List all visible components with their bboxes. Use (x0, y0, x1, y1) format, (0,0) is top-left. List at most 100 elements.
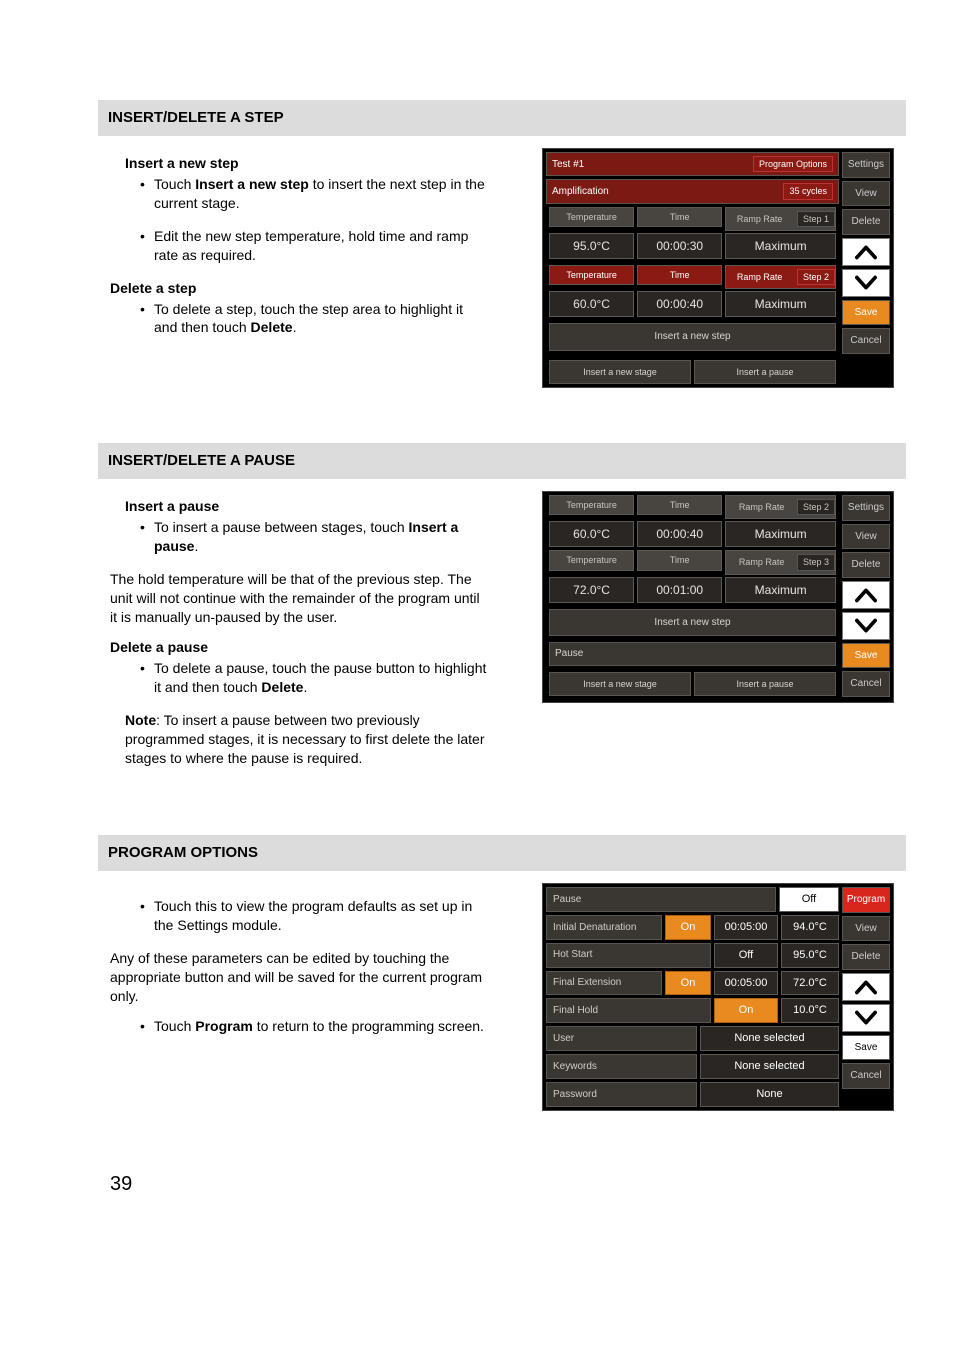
opt-label-password: Password (546, 1082, 697, 1107)
program-button[interactable]: Program (842, 887, 890, 913)
device-screenshot-pause: Temperature Time Ramp Rate Step 2 60.0°C… (542, 491, 894, 703)
settings-button[interactable]: Settings (842, 152, 890, 178)
col-header-time: Time (637, 265, 722, 285)
section-title: INSERT/DELETE A STEP (98, 100, 906, 136)
view-button[interactable]: View (842, 181, 890, 207)
up-arrow-button[interactable] (842, 581, 890, 609)
opt-temp[interactable]: 95.0°C (781, 943, 839, 968)
time-value[interactable]: 00:00:40 (637, 291, 722, 317)
opt-label-finalext: Final Extension (546, 971, 662, 996)
section-title: PROGRAM OPTIONS (98, 835, 906, 871)
ramp-value[interactable]: Maximum (725, 233, 836, 259)
opt-state-on[interactable]: On (665, 915, 711, 940)
time-value[interactable]: 00:00:30 (637, 233, 722, 259)
ramp-value[interactable]: Maximum (725, 521, 836, 547)
opt-time[interactable]: 00:05:00 (714, 971, 778, 996)
opt-temp[interactable]: 72.0°C (781, 971, 839, 996)
down-arrow-button[interactable] (842, 1004, 890, 1032)
save-button[interactable]: Save (842, 300, 890, 326)
col-header-time: Time (637, 550, 722, 570)
opt-keywords-value[interactable]: None selected (700, 1054, 839, 1079)
col-header-temp: Temperature (549, 207, 634, 227)
opt-password-value[interactable]: None (700, 1082, 839, 1107)
up-arrow-button[interactable] (842, 238, 890, 266)
cancel-button[interactable]: Cancel (842, 328, 890, 354)
insert-step-button[interactable]: Insert a new step (549, 609, 836, 637)
opt-label-pause: Pause (546, 887, 776, 912)
step-tag: Step 2 (797, 499, 835, 515)
section-insert-delete-pause: INSERT/DELETE A PAUSE Insert a pause To … (110, 443, 894, 780)
col-header-time: Time (637, 495, 722, 515)
list-item: To delete a step, touch the step area to… (140, 300, 487, 338)
stage-name: Amplification 35 cycles (546, 179, 839, 203)
view-button[interactable]: View (842, 524, 890, 550)
view-button[interactable]: View (842, 916, 890, 942)
paragraph: The hold temperature will be that of the… (110, 570, 487, 627)
list-item: To delete a pause, touch the pause butto… (140, 659, 487, 697)
delete-button[interactable]: Delete (842, 209, 890, 235)
time-value[interactable]: 00:01:00 (637, 577, 722, 603)
opt-pause-value[interactable]: Off (779, 887, 839, 912)
col-header-ramp: Ramp Rate Step 2 (725, 495, 836, 519)
list-item: Touch Program to return to the programmi… (140, 1017, 487, 1036)
insert-stage-button[interactable]: Insert a new stage (549, 360, 691, 384)
step-tag: Step 1 (797, 211, 835, 227)
note-paragraph: Note: To insert a pause between two prev… (125, 711, 487, 768)
device-screenshot-options: Pause Off Initial Denaturation On 00:05:… (542, 883, 894, 1111)
col-header-time: Time (637, 207, 722, 227)
ramp-value[interactable]: Maximum (725, 291, 836, 317)
save-button[interactable]: Save (842, 1035, 890, 1061)
opt-temp[interactable]: 94.0°C (781, 915, 839, 940)
opt-label-user: User (546, 1026, 697, 1051)
cycles-badge[interactable]: 35 cycles (783, 183, 833, 199)
down-arrow-button[interactable] (842, 269, 890, 297)
list-item: Edit the new step temperature, hold time… (140, 227, 487, 265)
program-title: Test #1 Program Options (546, 152, 839, 176)
insert-step-button[interactable]: Insert a new step (549, 323, 836, 351)
opt-time-on[interactable]: On (714, 998, 778, 1023)
col-header-temp: Temperature (549, 495, 634, 515)
temp-value[interactable]: 72.0°C (549, 577, 634, 603)
list-item: To insert a pause between stages, touch … (140, 518, 487, 556)
sub-heading: Delete a pause (110, 638, 487, 657)
step-tag: Step 2 (797, 269, 835, 285)
delete-button[interactable]: Delete (842, 552, 890, 578)
down-arrow-button[interactable] (842, 612, 890, 640)
section-program-options: PROGRAM OPTIONS Touch this to view the p… (110, 835, 894, 1111)
program-options-button[interactable]: Program Options (753, 156, 833, 172)
col-header-ramp: Ramp Rate Step 3 (725, 550, 836, 574)
insert-pause-button[interactable]: Insert a pause (694, 672, 836, 696)
cancel-button[interactable]: Cancel (842, 1063, 890, 1089)
delete-button[interactable]: Delete (842, 944, 890, 970)
col-header-temp: Temperature (549, 265, 634, 285)
pause-row[interactable]: Pause (549, 642, 836, 666)
insert-pause-button[interactable]: Insert a pause (694, 360, 836, 384)
temp-value[interactable]: 60.0°C (549, 521, 634, 547)
up-arrow-button[interactable] (842, 973, 890, 1001)
opt-time[interactable]: 00:05:00 (714, 915, 778, 940)
opt-state-on[interactable]: On (665, 971, 711, 996)
settings-button[interactable]: Settings (842, 495, 890, 521)
sub-heading: Delete a step (110, 279, 487, 298)
col-header-temp: Temperature (549, 550, 634, 570)
ramp-value[interactable]: Maximum (725, 577, 836, 603)
insert-stage-button[interactable]: Insert a new stage (549, 672, 691, 696)
temp-value[interactable]: 60.0°C (549, 291, 634, 317)
opt-label-hotstart: Hot Start (546, 943, 711, 968)
opt-label-finalhold: Final Hold (546, 998, 711, 1023)
list-item: Touch this to view the program defaults … (140, 897, 487, 935)
sub-heading: Insert a pause (125, 497, 487, 516)
opt-time[interactable]: Off (714, 943, 778, 968)
sub-heading: Insert a new step (125, 154, 487, 173)
opt-user-value[interactable]: None selected (700, 1026, 839, 1051)
time-value[interactable]: 00:00:40 (637, 521, 722, 547)
section-title: INSERT/DELETE A PAUSE (98, 443, 906, 479)
col-header-ramp: Ramp Rate Step 1 (725, 207, 836, 231)
paragraph: Any of these parameters can be edited by… (110, 949, 487, 1006)
temp-value[interactable]: 95.0°C (549, 233, 634, 259)
cancel-button[interactable]: Cancel (842, 671, 890, 697)
opt-temp[interactable]: 10.0°C (781, 998, 839, 1023)
section-insert-delete-step: INSERT/DELETE A STEP Insert a new step T… (110, 100, 894, 388)
save-button[interactable]: Save (842, 643, 890, 669)
opt-label-keywords: Keywords (546, 1054, 697, 1079)
